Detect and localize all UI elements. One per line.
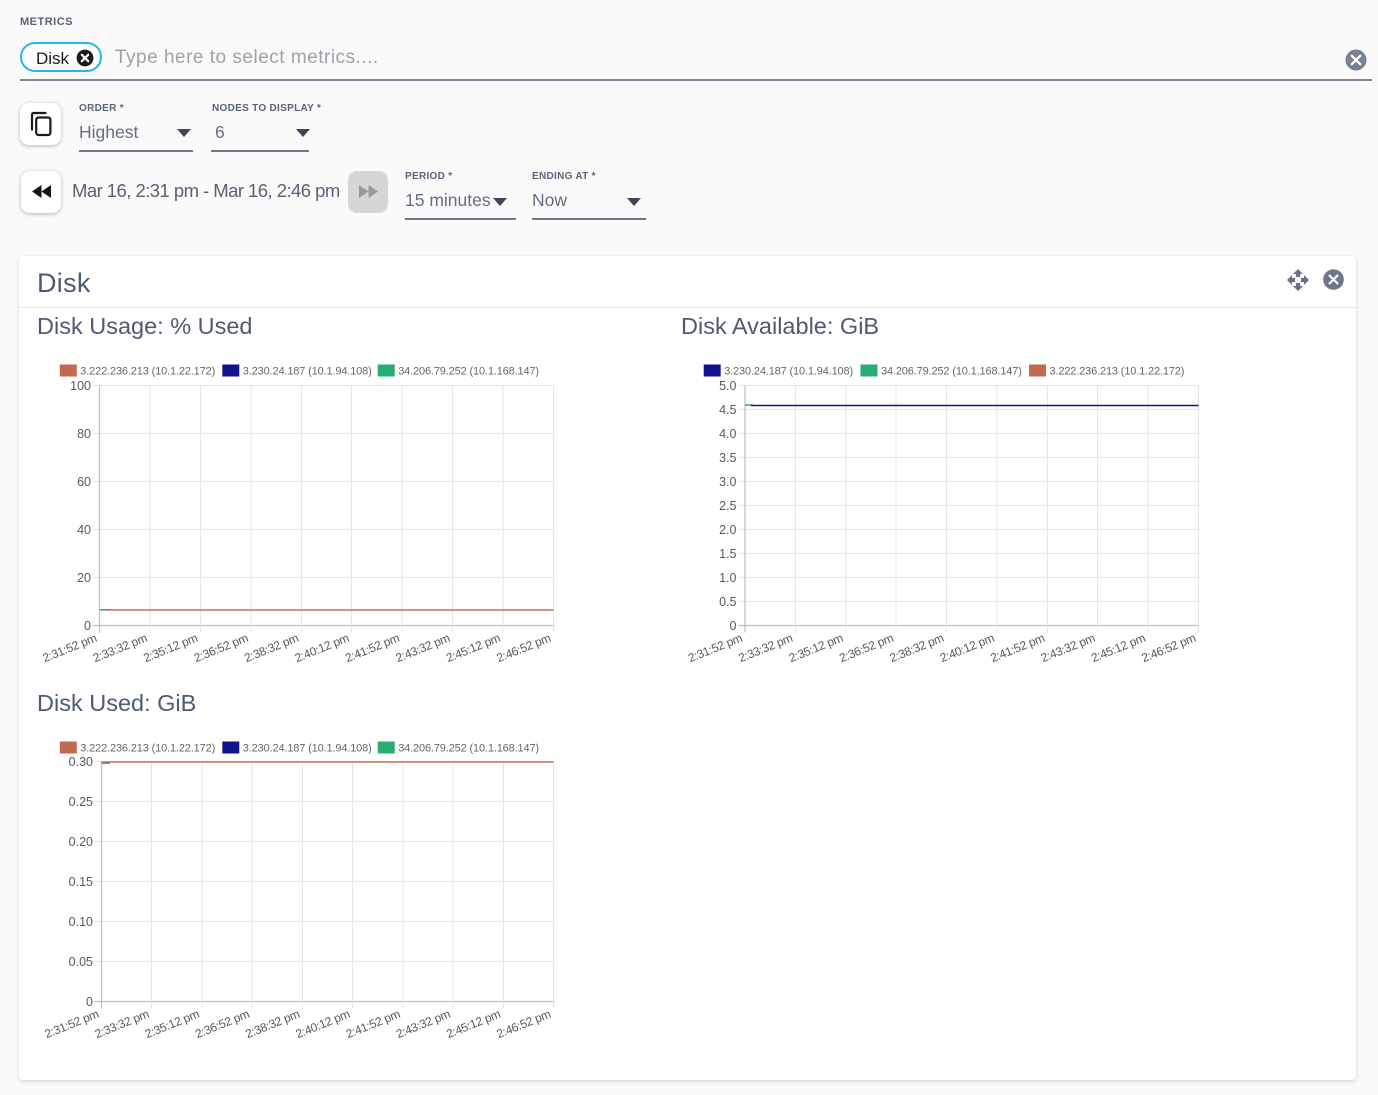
svg-text:2:31:52 pm: 2:31:52 pm <box>686 631 744 665</box>
svg-text:3.222.236.213 (10.1.22.172): 3.222.236.213 (10.1.22.172) <box>1050 366 1185 378</box>
svg-text:2:38:32 pm: 2:38:32 pm <box>243 1007 301 1041</box>
svg-text:2:38:32 pm: 2:38:32 pm <box>888 631 946 665</box>
svg-text:2:45:12 pm: 2:45:12 pm <box>1089 631 1147 665</box>
svg-text:0.30: 0.30 <box>69 755 93 769</box>
svg-text:1.5: 1.5 <box>719 547 736 561</box>
svg-text:2:33:32 pm: 2:33:32 pm <box>93 1007 151 1041</box>
svg-text:2:40:12 pm: 2:40:12 pm <box>293 631 351 665</box>
svg-text:2:43:32 pm: 2:43:32 pm <box>1039 631 1097 665</box>
svg-text:0.15: 0.15 <box>69 875 93 889</box>
svg-text:2:40:12 pm: 2:40:12 pm <box>294 1007 352 1041</box>
svg-text:3.222.236.213 (10.1.22.172): 3.222.236.213 (10.1.22.172) <box>80 743 215 755</box>
svg-text:20: 20 <box>77 571 91 585</box>
svg-text:2:46:52 pm: 2:46:52 pm <box>1139 631 1197 665</box>
svg-text:2:35:12 pm: 2:35:12 pm <box>143 1007 201 1041</box>
svg-text:34.206.79.252 (10.1.168.147): 34.206.79.252 (10.1.168.147) <box>398 366 539 378</box>
svg-text:2:45:12 pm: 2:45:12 pm <box>444 631 502 665</box>
svg-text:3.230.24.187 (10.1.94.108): 3.230.24.187 (10.1.94.108) <box>724 366 853 378</box>
svg-text:2:31:52 pm: 2:31:52 pm <box>42 1007 100 1041</box>
svg-text:2:35:12 pm: 2:35:12 pm <box>141 631 199 665</box>
svg-text:2:35:12 pm: 2:35:12 pm <box>787 631 845 665</box>
svg-text:2:36:52 pm: 2:36:52 pm <box>837 631 895 665</box>
svg-text:2:33:32 pm: 2:33:32 pm <box>736 631 794 665</box>
svg-text:2:36:52 pm: 2:36:52 pm <box>193 1007 251 1041</box>
svg-text:40: 40 <box>77 523 91 537</box>
svg-text:2:43:32 pm: 2:43:32 pm <box>394 631 452 665</box>
svg-text:2:41:52 pm: 2:41:52 pm <box>343 631 401 665</box>
svg-text:2:46:52 pm: 2:46:52 pm <box>494 631 552 665</box>
svg-text:2:43:32 pm: 2:43:32 pm <box>394 1007 452 1041</box>
svg-text:3.230.24.187 (10.1.94.108): 3.230.24.187 (10.1.94.108) <box>243 366 372 378</box>
svg-text:2:33:32 pm: 2:33:32 pm <box>91 631 149 665</box>
svg-text:2:45:12 pm: 2:45:12 pm <box>444 1007 502 1041</box>
svg-text:0.20: 0.20 <box>69 835 93 849</box>
svg-text:2:46:52 pm: 2:46:52 pm <box>494 1007 552 1041</box>
svg-text:2:40:12 pm: 2:40:12 pm <box>938 631 996 665</box>
svg-text:3.222.236.213 (10.1.22.172): 3.222.236.213 (10.1.22.172) <box>80 366 215 378</box>
svg-text:60: 60 <box>77 475 91 489</box>
svg-text:4.5: 4.5 <box>719 403 736 417</box>
svg-text:2:41:52 pm: 2:41:52 pm <box>988 631 1046 665</box>
svg-text:3.0: 3.0 <box>719 475 736 489</box>
svg-text:0.5: 0.5 <box>719 595 736 609</box>
svg-text:2:38:32 pm: 2:38:32 pm <box>242 631 300 665</box>
svg-text:0: 0 <box>730 619 737 633</box>
svg-text:2.5: 2.5 <box>719 499 736 513</box>
svg-text:0: 0 <box>84 619 91 633</box>
svg-text:34.206.79.252 (10.1.168.147): 34.206.79.252 (10.1.168.147) <box>398 743 539 755</box>
svg-text:3.230.24.187 (10.1.94.108): 3.230.24.187 (10.1.94.108) <box>243 743 372 755</box>
svg-text:2:36:52 pm: 2:36:52 pm <box>192 631 250 665</box>
svg-text:2:41:52 pm: 2:41:52 pm <box>344 1007 402 1041</box>
svg-text:0.10: 0.10 <box>69 915 93 929</box>
svg-text:0.05: 0.05 <box>69 955 93 969</box>
svg-text:100: 100 <box>70 379 91 393</box>
svg-text:34.206.79.252 (10.1.168.147): 34.206.79.252 (10.1.168.147) <box>881 366 1022 378</box>
svg-text:5.0: 5.0 <box>719 379 736 393</box>
svg-text:2:31:52 pm: 2:31:52 pm <box>40 631 98 665</box>
svg-text:2.0: 2.0 <box>719 523 736 537</box>
svg-text:0.25: 0.25 <box>69 795 93 809</box>
svg-text:1.0: 1.0 <box>719 571 736 585</box>
svg-text:0: 0 <box>86 995 93 1009</box>
svg-text:80: 80 <box>77 427 91 441</box>
svg-text:4.0: 4.0 <box>719 427 736 441</box>
svg-text:3.5: 3.5 <box>719 451 736 465</box>
